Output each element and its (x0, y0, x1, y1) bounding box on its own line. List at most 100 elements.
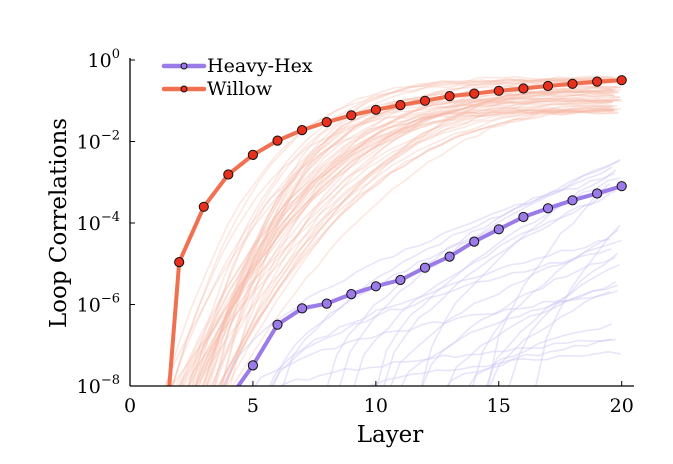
heavy-hex-legend-marker (180, 62, 188, 70)
willow-trace (211, 78, 618, 386)
heavy-hex-trace (353, 193, 611, 386)
heavy-hex-point (542, 203, 554, 214)
willow-trace (194, 90, 614, 386)
willow-trace (217, 109, 611, 386)
willow-point (247, 149, 258, 160)
willow-trace (218, 110, 613, 386)
heavy-hex-trace (282, 166, 613, 386)
willow-trace (223, 85, 618, 386)
x-tick-label: 15 (487, 395, 511, 417)
heavy-hex-trace (447, 281, 617, 386)
willow-trace (188, 89, 619, 386)
heavy-hex-point (321, 298, 332, 309)
willow-trace (224, 90, 619, 386)
willow-trace (204, 102, 611, 386)
willow-trace (194, 99, 613, 386)
willow-point (223, 169, 234, 180)
willow-trace (187, 104, 618, 386)
willow-trace (214, 107, 622, 386)
willow-trace (201, 95, 621, 386)
willow-trace (219, 76, 614, 385)
willow-point (321, 117, 332, 128)
heavy-hex-trace (326, 160, 620, 386)
heavy-hex-point (247, 360, 258, 371)
willow-point (395, 100, 406, 111)
willow-trace (191, 104, 611, 386)
heavy-hex-trace (400, 284, 618, 386)
heavy-hex-trace (339, 158, 621, 386)
heavy-hex-point (518, 211, 529, 223)
heavy-hex-point (493, 224, 504, 235)
willow-trace (231, 104, 614, 386)
willow-trace (170, 109, 614, 386)
willow-trace (226, 77, 621, 386)
heavy-hex-trace (376, 177, 620, 386)
willow-trace (206, 107, 613, 386)
heavy-hex-trace (446, 338, 613, 386)
heavy-hex-trace (390, 239, 622, 386)
x-tick-label: 5 (247, 395, 259, 417)
x-tick-label: 10 (364, 395, 388, 417)
y-tick-label: 10−8 (77, 373, 120, 398)
willow-trace (194, 92, 614, 386)
heavy-hex-point (346, 289, 357, 300)
heavy-hex-point (272, 319, 283, 330)
y-tick-label: 10−6 (77, 292, 120, 317)
heavy-hex-legend-label: Heavy-Hex (207, 55, 313, 77)
willow-point (198, 201, 209, 212)
willow-trace (214, 79, 621, 386)
willow-trace (171, 94, 616, 386)
heavy-hex-point (616, 181, 627, 192)
heavy-hex-trace (472, 229, 619, 386)
willow-point (493, 85, 504, 96)
heavy-hex-trace (254, 290, 618, 386)
willow-trace (187, 98, 619, 386)
heavy-hex-trace (508, 252, 619, 386)
heavy-hex-point (592, 188, 603, 199)
heavy-hex-point (419, 262, 431, 273)
willow-trace (195, 92, 614, 386)
y-tick-label: 100 (88, 47, 120, 72)
willow-trace (208, 89, 615, 386)
axes: 0 5 10 15 20 10−8 10−6 10−4 10−2 100 Layer Loop Cor… (46, 47, 634, 448)
willow-trace (212, 98, 620, 386)
willow-trace (198, 108, 617, 386)
willow-point (444, 91, 455, 102)
willow-trace (179, 97, 611, 386)
heavy-hex-trace (280, 338, 616, 386)
heavy-hex-point (395, 274, 406, 286)
heavy-hex-trace (383, 190, 616, 386)
willow-point (518, 83, 529, 94)
willow-trace (175, 110, 620, 386)
heavy-hex-point (297, 303, 308, 314)
willow-trace (181, 101, 613, 386)
heavy-hex-trace (268, 238, 611, 386)
willow-trace (205, 89, 613, 386)
willow-trace (220, 75, 615, 386)
willow-point (370, 104, 381, 115)
heavy-hex-trace (467, 323, 613, 386)
willow-trace (194, 101, 614, 386)
willow-point (616, 75, 627, 86)
heavy-hex-trace (535, 224, 621, 386)
series-layer (167, 75, 627, 386)
willow-trace (180, 86, 612, 386)
willow-point (542, 80, 554, 92)
heavy-hex-trace (421, 256, 617, 386)
willow-point (346, 110, 357, 121)
willow-trace (221, 96, 616, 386)
y-tick-label: 10−2 (77, 129, 120, 154)
willow-point (419, 95, 431, 106)
y-axis-title: Loop Correlations (46, 118, 72, 328)
willow-trace (163, 76, 620, 386)
willow-trace (187, 78, 619, 386)
background-traces (163, 75, 622, 386)
heavy-hex-point (469, 236, 480, 247)
willow-trace (171, 109, 615, 386)
heavy-hex-point (567, 195, 578, 206)
x-tick-label: 0 (124, 395, 136, 417)
heavy-hex-trace (364, 350, 621, 386)
willow-point (297, 125, 308, 136)
